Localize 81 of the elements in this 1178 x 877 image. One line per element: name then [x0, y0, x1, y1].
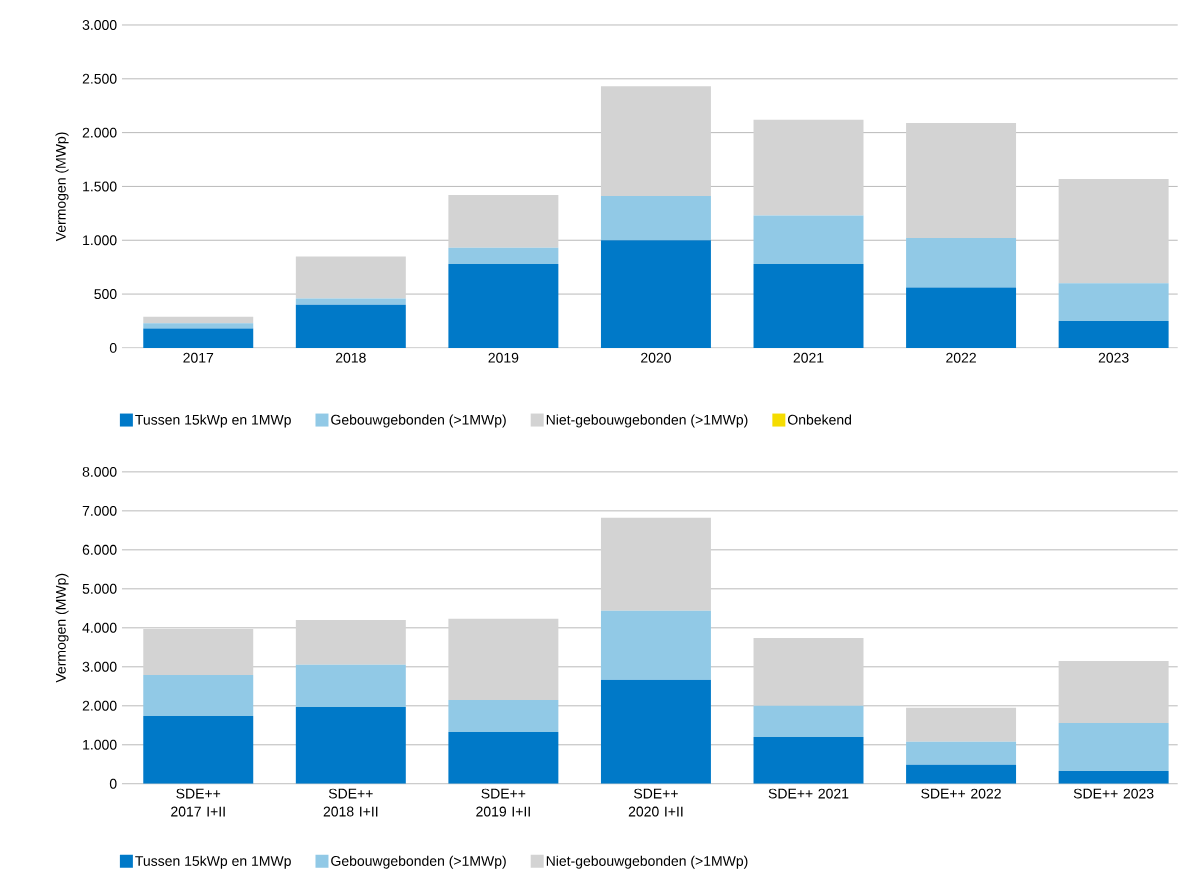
bar: [753, 705, 864, 738]
bar: [753, 119, 864, 216]
x-tick-label: SDE++ 2021: [768, 788, 849, 799]
y-tick-label: 7.000: [82, 506, 117, 516]
bar: [906, 287, 1017, 349]
y-tick-label: 0: [109, 778, 117, 789]
bar: [295, 664, 406, 708]
y-tick-label: 6.000: [82, 545, 117, 555]
bar: [753, 638, 864, 706]
bar: [448, 618, 559, 701]
bar: [448, 195, 559, 248]
x-tick-label: 2020: [641, 352, 671, 363]
y-tick-label: 1.000: [83, 235, 117, 246]
y-tick-label: 4.000: [82, 622, 117, 633]
y-tick-label: 2.000: [82, 127, 117, 138]
x-tick-label: SDE++ 2018 I+II: [323, 788, 378, 817]
bar: [143, 316, 254, 324]
bar: [1058, 661, 1169, 724]
bar: [1058, 321, 1169, 349]
bar: [448, 732, 559, 784]
bar: [600, 517, 711, 611]
x-tick-label: 2018: [335, 352, 366, 363]
x-tick-label: 2021: [793, 352, 824, 363]
legend-label: Tussen 15kWp en 1MWp: [135, 414, 291, 428]
bar: [143, 716, 254, 784]
x-tick-label: SDE++ 2022: [921, 788, 1001, 799]
x-tick-label: SDE++ 2017 I+II: [171, 788, 225, 817]
y-axis-title: Vermogen (MWp): [55, 132, 69, 242]
bar: [448, 264, 559, 349]
bar: [600, 196, 711, 241]
x-tick-label: 2023: [1098, 352, 1129, 363]
bar: [1058, 283, 1169, 322]
x-tick-label: SDE++ 2020 I+II: [628, 788, 683, 817]
x-tick-label: SDE++ 2019 I+II: [476, 788, 530, 817]
bar: [295, 304, 406, 349]
bar: [906, 238, 1017, 288]
bar: [753, 264, 864, 349]
y-tick-label: 500: [94, 289, 117, 300]
bar: [753, 215, 864, 265]
x-tick-label: 2022: [946, 352, 976, 363]
bar: [295, 620, 406, 665]
bar: [1058, 771, 1169, 784]
x-tick-label: SDE++ 2023: [1073, 788, 1154, 799]
bar: [906, 707, 1017, 742]
bar: [753, 737, 864, 784]
bar: [295, 256, 406, 299]
bar: [143, 629, 254, 676]
y-tick-label: 2.500: [82, 73, 117, 84]
y-tick-label: 1.000: [83, 739, 117, 750]
bar: [600, 610, 711, 680]
bar: [1058, 179, 1169, 284]
bar: [906, 741, 1017, 765]
bar: [143, 675, 254, 717]
legend-label: Gebouwgebonden (>1MWp): [331, 855, 506, 869]
bar: [600, 240, 711, 349]
y-tick-label: 2.000: [82, 700, 117, 711]
bar: [143, 328, 254, 349]
legend-label: Gebouwgebonden (>1MWp): [331, 414, 506, 428]
y-axis-title: Vermogen (MWp): [55, 574, 69, 683]
x-tick-label: 2017: [183, 352, 214, 363]
y-tick-label: 0: [109, 343, 117, 353]
bar: [295, 298, 406, 305]
bar: [600, 86, 711, 197]
bar: [1058, 723, 1169, 772]
bar: [143, 323, 254, 329]
legend-label: Onbekend: [788, 414, 852, 425]
bar: [448, 247, 559, 265]
bar: [600, 679, 711, 784]
bar: [295, 707, 406, 784]
y-tick-label: 3.000: [82, 661, 117, 672]
y-tick-label: 3.000: [82, 20, 117, 31]
bar: [448, 700, 559, 733]
y-tick-label: 8.000: [82, 467, 117, 477]
bar: [906, 123, 1017, 239]
legend-label: Niet-gebouwgebonden (>1MWp): [546, 414, 748, 428]
legend-label: Niet-gebouwgebonden (>1MWp): [546, 855, 748, 869]
legend-label: Tussen 15kWp en 1MWp: [135, 855, 291, 869]
y-tick-label: 1.500: [83, 181, 117, 192]
y-tick-label: 5.000: [82, 583, 117, 594]
bar: [906, 764, 1017, 784]
x-tick-label: 2019: [488, 352, 519, 363]
